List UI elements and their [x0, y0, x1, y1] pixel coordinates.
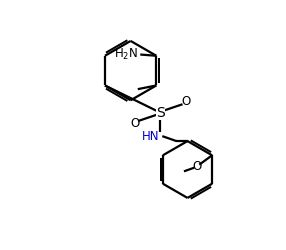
Text: S: S	[156, 106, 165, 120]
Text: O: O	[192, 160, 201, 173]
Text: HN: HN	[142, 130, 159, 142]
Text: O: O	[130, 117, 140, 130]
Text: H$_2$N: H$_2$N	[114, 46, 138, 62]
Text: O: O	[181, 95, 190, 108]
